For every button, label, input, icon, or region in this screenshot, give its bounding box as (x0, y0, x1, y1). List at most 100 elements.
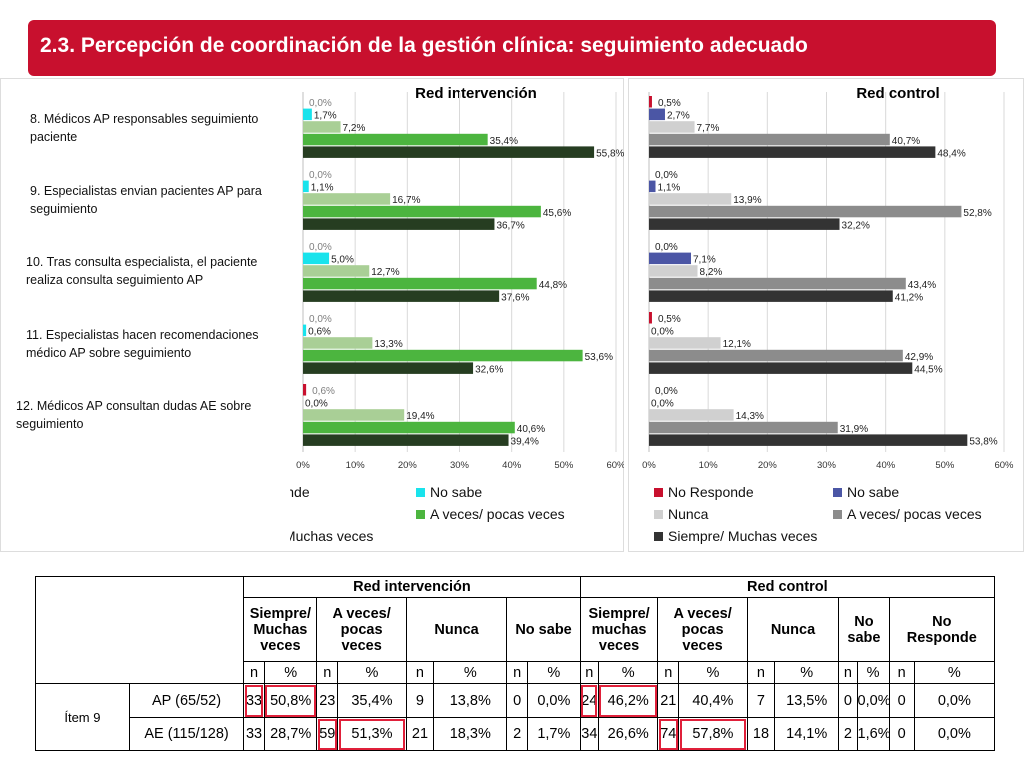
bar-no-sabe (303, 180, 309, 193)
chart-title: Red control (856, 85, 939, 102)
bar-no-sabe (649, 180, 656, 193)
table-cell: 26,6% (597, 717, 659, 751)
results-table: Red intervención Red control Siempre/Muc… (34, 576, 996, 751)
bar-no-responde (303, 384, 307, 396)
table-cell: 1,7% (527, 717, 581, 751)
table-cell: 0 (838, 683, 858, 718)
table-pct-header: % (263, 661, 318, 684)
table-col-header: Siempre/muchas veces (579, 597, 659, 662)
table-col-header: No Responde (888, 597, 996, 662)
legend-label: A veces/ pocas veces (847, 506, 982, 522)
bar-siempre-muchas-veces (649, 434, 968, 446)
table-cell: 0,0% (913, 717, 996, 751)
table-cell: 50,8% (263, 683, 318, 718)
table-col-header: A veces/pocas veces (316, 597, 407, 662)
data-label: 37,6% (501, 292, 529, 303)
x-tick-label: 20% (398, 460, 418, 471)
table-cell: 0 (506, 683, 529, 718)
table-n-header: n (506, 661, 529, 684)
table-col-header: Nunca (746, 597, 840, 662)
table-col-header: Nunca (405, 597, 508, 662)
data-label: 40,6% (517, 424, 545, 435)
table-cell: 2 (838, 717, 858, 751)
table-cell: 9 (405, 683, 435, 718)
bar-nunca (649, 337, 721, 349)
table-col-header-line: No (854, 613, 874, 630)
bar-nunca (649, 265, 698, 277)
table-corner-cell (34, 576, 245, 684)
table-cell: 28,7% (263, 717, 318, 751)
data-label: 13,9% (733, 195, 761, 206)
table-col-header-line: Nunca (770, 621, 816, 638)
table-n-header: n (657, 661, 680, 684)
legend-label: Siempre/ Muchas veces (290, 528, 373, 544)
data-label: 40,7% (892, 136, 920, 147)
bar-a-veces-pocas-veces (649, 205, 962, 218)
table-pct-header: % (774, 661, 840, 684)
table-col-header-line: A veces/ (332, 605, 391, 622)
data-label: 41,2% (895, 292, 923, 303)
table-cell: 46,2% (597, 683, 659, 718)
table-col-header-line: No sabe (515, 621, 572, 638)
bar-no-responde (649, 312, 652, 324)
x-tick-label: 30% (817, 460, 837, 471)
table-cell: 59 (316, 717, 339, 751)
x-tick-label: 50% (935, 460, 955, 471)
table-pct-header: % (597, 661, 659, 684)
data-label: 44,8% (539, 280, 567, 291)
table-item-label: Ítem 9 (35, 683, 130, 751)
bar-nunca (649, 409, 734, 421)
table-cell: 1,6% (856, 717, 890, 751)
bar-nunca (303, 337, 373, 349)
legend-label: A veces/ pocas veces (430, 506, 565, 522)
bar-nunca (649, 193, 732, 205)
data-label: 7,7% (697, 123, 720, 134)
data-label: 0,0% (655, 170, 678, 181)
data-label: 53,6% (585, 352, 613, 363)
data-label: 0,0% (655, 242, 678, 253)
question-label-8: 8. Médicos AP responsables seguimiento p… (30, 112, 259, 144)
legend-swatch-a-veces-pocas-veces (416, 510, 425, 519)
x-tick-label: 20% (758, 460, 778, 471)
table-col-header: Siempre/Muchas veces (243, 597, 318, 662)
bar-siempre-muchas-veces (649, 146, 936, 158)
table-col-header: No sabe (838, 597, 890, 662)
bar-no-sabe (303, 252, 330, 265)
table-row-label: AE (115/128) (128, 717, 245, 751)
table-col-header-line: muchas (591, 621, 647, 638)
table-cell: 0 (888, 717, 915, 751)
table-n-header: n (838, 661, 858, 684)
data-label: 8,2% (700, 267, 723, 278)
data-label: 44,5% (914, 364, 942, 375)
page-title: 2.3. Percepción de coordinación de la ge… (40, 34, 808, 57)
data-label: 31,9% (840, 424, 868, 435)
question-label-9: 9. Especialistas envian pacientes AP par… (30, 184, 262, 216)
chart-red-control: Red control 0% 10% 20% 30% 40% 50% 60% 0,5% 2,7% 7… (642, 85, 1014, 544)
table-cell: 35,4% (337, 683, 407, 718)
x-tick-label: 0% (642, 460, 656, 471)
table-n-header: n (579, 661, 599, 684)
bar-a-veces-pocas-veces (303, 205, 541, 218)
bar-siempre-muchas-veces (649, 218, 840, 230)
bar-a-veces-pocas-veces (649, 277, 906, 290)
table-cell: 13,5% (774, 683, 840, 718)
data-label: 53,8% (969, 436, 997, 447)
table-col-header-line: pocas (681, 621, 724, 638)
table-col-header-line: sabe (847, 629, 881, 646)
legend-label: Nunca (668, 506, 709, 522)
table-group-header-intervention: Red intervención (243, 576, 581, 598)
title-banner: 2.3. Percepción de coordinación de la ge… (28, 20, 996, 76)
table-cell: 57,8% (678, 717, 748, 751)
bar-siempre-muchas-veces (303, 218, 495, 230)
table-pct-header: % (856, 661, 890, 684)
chart-red-intervencion: Red intervención 0% 10% 20% 30% 40% 50% 60% 0,0%… (290, 85, 624, 544)
data-label: 1,1% (311, 183, 334, 194)
legend-label: No sabe (847, 484, 899, 500)
data-label: 0,5% (658, 314, 681, 325)
table-cell: 33 (243, 717, 265, 751)
bar-no-responde (649, 96, 652, 108)
table-n-header: n (405, 661, 435, 684)
x-tick-label: 0% (296, 460, 310, 471)
data-label: 0,0% (651, 399, 674, 410)
data-label: 0,6% (308, 327, 331, 338)
